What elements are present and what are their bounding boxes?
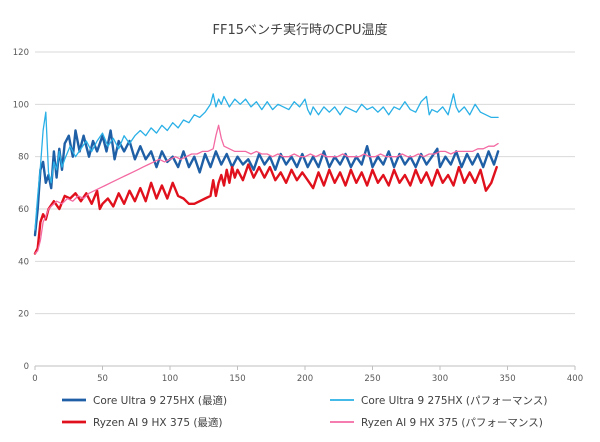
y-tick-label-100: 100 bbox=[13, 100, 29, 110]
series-lines bbox=[33, 93, 500, 255]
x-tick-label-300: 300 bbox=[432, 374, 448, 384]
chart-title: FF15ベンチ実行時のCPU温度 bbox=[213, 22, 388, 38]
axes: 0 20 40 60 80 100 120 0 50 100 150 200 250 300 350 400 bbox=[13, 48, 583, 384]
y-tick-label-40: 40 bbox=[18, 257, 29, 267]
x-tick-label-250: 250 bbox=[364, 374, 380, 384]
x-tick-label-350: 350 bbox=[499, 374, 515, 384]
legend-label-1: Core Ultra 9 275HX (最適) bbox=[93, 394, 227, 407]
x-tick-label-50: 50 bbox=[97, 374, 108, 384]
x-tick-label-0: 0 bbox=[32, 374, 37, 384]
x-tick-label-100: 100 bbox=[162, 374, 178, 384]
legend-label-4: Ryzen AI 9 HX 375 (パフォーマンス) bbox=[361, 417, 543, 429]
y-tick-label-60: 60 bbox=[18, 205, 29, 215]
legend: Core Ultra 9 275HX (最適) Core Ultra 9 275H… bbox=[62, 394, 547, 429]
y-tick-label-20: 20 bbox=[18, 310, 29, 320]
series-line-4 bbox=[34, 124, 499, 255]
gridlines bbox=[35, 51, 575, 315]
series-line-1 bbox=[33, 129, 500, 237]
x-tick-label-150: 150 bbox=[229, 374, 245, 384]
x-tick-label-200: 200 bbox=[297, 374, 313, 384]
y-tick-label-0: 0 bbox=[24, 362, 29, 372]
y-tick-label-80: 80 bbox=[18, 153, 29, 163]
legend-label-3: Ryzen AI 9 HX 375 (最適) bbox=[93, 416, 223, 429]
series-line-3 bbox=[33, 163, 498, 255]
series-line-2 bbox=[34, 93, 499, 231]
legend-label-2: Core Ultra 9 275HX (パフォーマンス) bbox=[361, 395, 547, 407]
y-tick-label-120: 120 bbox=[13, 48, 29, 58]
x-tick-label-400: 400 bbox=[567, 374, 583, 384]
